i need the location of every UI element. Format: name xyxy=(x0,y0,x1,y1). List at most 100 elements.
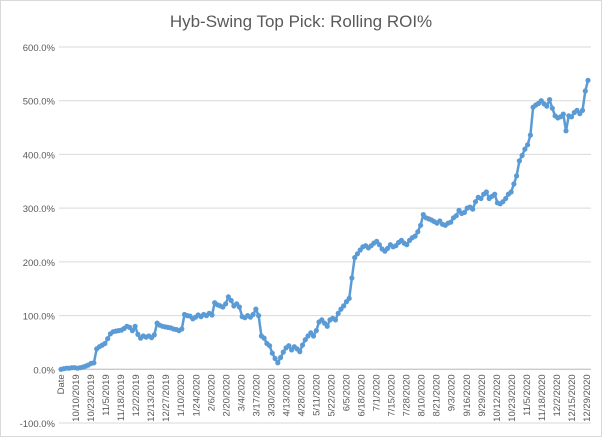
data-point xyxy=(453,213,459,219)
x-tick-label: Date xyxy=(56,374,67,394)
x-tick-label: 11/5/2019 xyxy=(101,374,112,416)
data-point xyxy=(261,335,267,341)
data-point xyxy=(267,343,273,349)
data-point xyxy=(179,326,185,332)
data-point xyxy=(102,340,108,347)
x-tick-label: 8/10/2020 xyxy=(417,374,428,416)
x-tick-label: 7/28/2020 xyxy=(402,374,413,416)
y-tick-label: 300.0% xyxy=(23,204,56,215)
data-point xyxy=(527,132,534,138)
x-axis-tick-labels: Date 10/10/2019 10/23/2019 11/5/2019 11/18/2… xyxy=(56,374,593,422)
x-tick-label: 5/22/2020 xyxy=(327,374,338,416)
x-tick-label: 12/13/2019 xyxy=(146,374,157,422)
data-point xyxy=(415,229,421,235)
data-point xyxy=(547,97,553,103)
y-tick-label: 100.0% xyxy=(23,312,56,323)
data-point xyxy=(472,199,479,205)
y-tick-label: 200.0% xyxy=(23,258,56,269)
data-point xyxy=(341,303,347,309)
x-tick-label: 6/5/2020 xyxy=(342,374,353,411)
data-point xyxy=(354,251,360,257)
x-tick-label: 10/12/2020 xyxy=(492,374,503,422)
data-point xyxy=(299,342,306,348)
data-point xyxy=(346,295,352,301)
gridlines xyxy=(59,46,591,424)
x-tick-label: 8/21/2020 xyxy=(432,374,443,416)
x-tick-label: 7/1/2020 xyxy=(372,374,383,411)
data-point xyxy=(269,350,275,356)
x-tick-label: 4/28/2020 xyxy=(296,374,307,416)
x-tick-label: 12/2/2019 xyxy=(131,374,142,416)
data-point xyxy=(568,114,575,120)
data-point xyxy=(335,310,341,316)
x-tick-label: 2/6/2020 xyxy=(206,374,217,411)
x-tick-label: 11/5/2020 xyxy=(522,374,533,416)
x-tick-label: 1/24/2020 xyxy=(191,374,202,416)
data-point xyxy=(522,146,528,152)
data-point xyxy=(280,349,286,355)
data-point xyxy=(223,301,229,307)
data-point xyxy=(253,306,259,312)
data-point xyxy=(278,354,284,361)
x-tick-label: 9/29/2020 xyxy=(477,374,488,416)
data-point xyxy=(225,294,231,300)
data-point xyxy=(483,189,489,195)
y-tick-label: 600.0% xyxy=(23,43,56,54)
x-tick-label: 12/2/2020 xyxy=(552,374,563,416)
data-point xyxy=(544,103,550,109)
y-tick-label: 400.0% xyxy=(23,150,56,161)
data-point xyxy=(470,206,476,212)
data-point xyxy=(250,311,256,318)
data-point xyxy=(404,242,410,248)
data-point xyxy=(91,360,97,366)
x-tick-label: 11/18/2020 xyxy=(537,374,548,421)
x-tick-label: 7/15/2020 xyxy=(387,374,398,416)
data-point xyxy=(376,242,382,248)
data-point xyxy=(302,337,308,343)
data-point xyxy=(412,233,418,239)
data-point xyxy=(275,360,281,366)
x-tick-label: 10/23/2020 xyxy=(507,374,518,422)
data-point xyxy=(549,105,555,111)
y-tick-label: 0.0% xyxy=(33,365,55,376)
x-tick-label: 9/3/2020 xyxy=(447,374,458,411)
y-tick-label: 500.0% xyxy=(23,97,56,108)
x-tick-label: 3/30/2020 xyxy=(266,374,277,416)
x-tick-label: 1/10/2020 xyxy=(176,374,187,416)
data-point xyxy=(418,222,424,228)
x-tick-label: 3/17/2020 xyxy=(251,374,262,416)
x-tick-label: 6/18/2020 xyxy=(357,374,368,416)
data-point xyxy=(228,297,234,304)
data-point xyxy=(132,323,138,329)
data-point xyxy=(313,328,319,334)
x-tick-label: 12/29/2020 xyxy=(582,374,593,422)
data-point xyxy=(448,219,454,225)
x-tick-label: 11/18/2019 xyxy=(116,374,127,421)
series-roi xyxy=(58,77,591,372)
data-point xyxy=(272,355,278,362)
data-point xyxy=(514,173,520,179)
x-tick-label: 10/23/2019 xyxy=(86,374,97,422)
data-point xyxy=(582,88,588,94)
chart-title: Hyb-Swing Top Pick: Rolling ROI% xyxy=(170,12,432,31)
x-tick-label: 9/16/2020 xyxy=(462,374,473,416)
y-axis-tick-labels: -100.0% 0.0% 100.0% 200.0% 300.0% 400.0% 500.0… xyxy=(20,43,56,430)
data-point xyxy=(286,343,292,349)
data-point xyxy=(461,209,468,215)
data-point xyxy=(478,195,484,202)
data-point xyxy=(324,323,330,329)
data-point xyxy=(516,158,523,164)
x-tick-label: 3/4/2020 xyxy=(236,374,247,411)
x-tick-label: 4/13/2020 xyxy=(281,374,292,416)
data-point xyxy=(129,328,135,334)
x-tick-label: 10/10/2019 xyxy=(71,374,82,422)
data-point xyxy=(236,304,242,310)
data-point xyxy=(332,317,339,323)
x-tick-label: 12/15/2020 xyxy=(567,374,578,422)
data-point xyxy=(256,313,262,319)
data-point xyxy=(579,107,586,113)
data-point xyxy=(135,331,141,337)
data-point xyxy=(525,142,531,148)
